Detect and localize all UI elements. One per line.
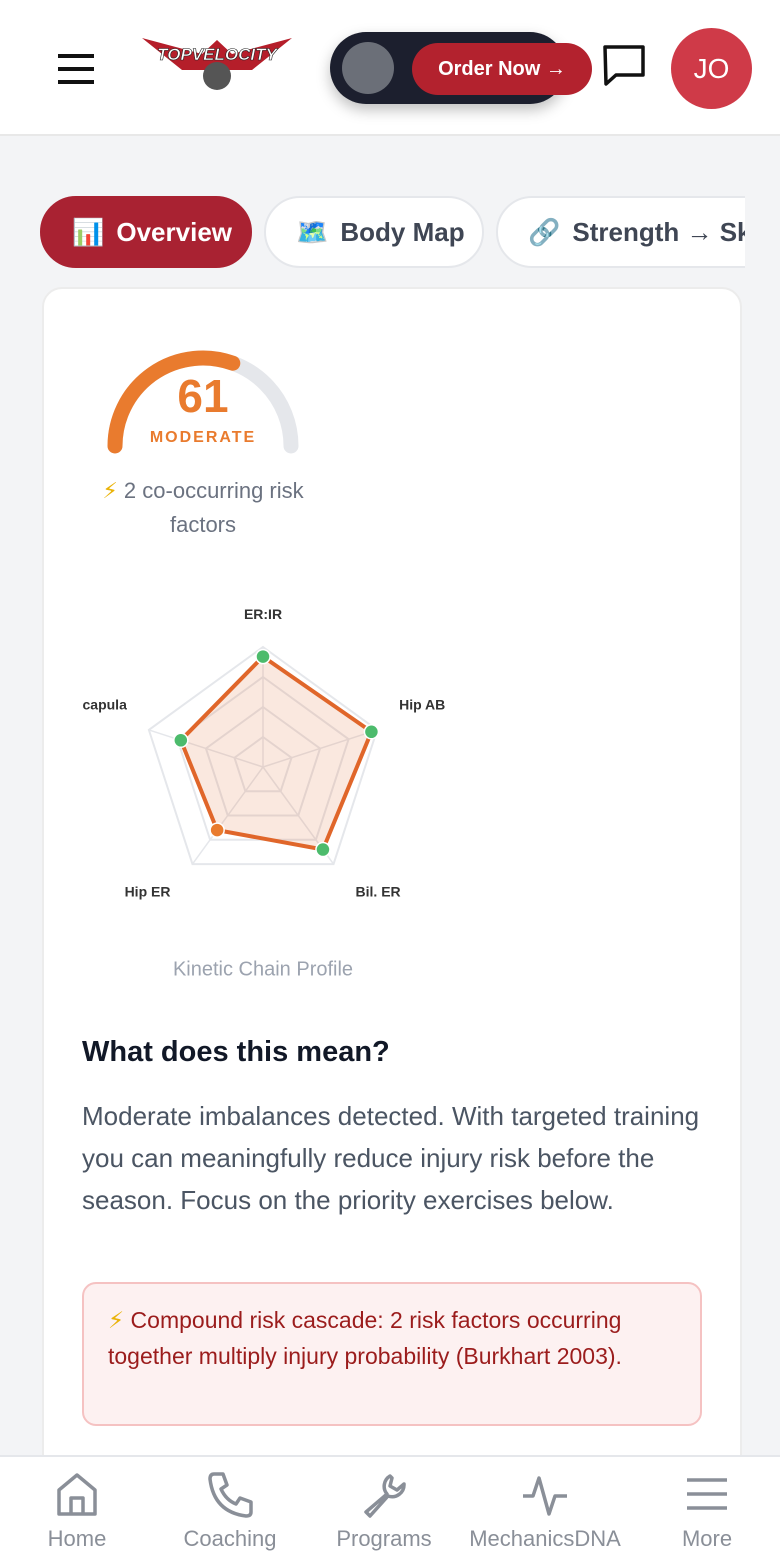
radar-chart: ER:IR Hip AB Bil. ER Hip ER Scapula Kinetic C…	[82, 606, 445, 980]
grid-ring	[204, 705, 322, 817]
pulse-icon	[523, 1476, 567, 1516]
tab-bar: 📊 Overview 🗺️ Body Map 🔗 Strength → Ski	[0, 180, 745, 280]
logo[interactable]: TOPVELOCITY	[142, 30, 292, 94]
grid-ring	[147, 645, 379, 866]
spoke	[148, 729, 264, 768]
chat-icon[interactable]	[602, 44, 646, 88]
tab-label: Strength → Ski	[572, 216, 745, 247]
radar-caption: Kinetic Chain Profile	[173, 958, 353, 980]
gauge-value: 61	[177, 370, 228, 422]
nav-item[interactable]: MechanicsDNA	[465, 1470, 625, 1552]
risk-gauge: 61 MODERATE	[107, 350, 299, 454]
tab-icon: 🗺️	[296, 216, 329, 247]
axis-label: Hip AB	[399, 697, 445, 713]
gauge-label: MODERATE	[150, 429, 256, 446]
alert: ⚡ Compound risk cascade: 2 risk factors …	[82, 1282, 702, 1426]
order-button[interactable]: Order Now →	[412, 43, 592, 95]
home-icon	[57, 1473, 97, 1516]
axis-label: Hip ER	[125, 884, 171, 900]
header: TOPVELOCITY Order Now → JO	[0, 0, 780, 136]
radar-point	[363, 724, 380, 740]
explanation: Moderate imbalances detected. With targe…	[82, 1101, 700, 1215]
tab-icon: 📊	[72, 216, 105, 247]
nav-label: Programs	[336, 1526, 432, 1551]
tab[interactable]: 🗺️ Body Map	[264, 196, 484, 268]
nav-item[interactable]: Programs	[304, 1470, 464, 1552]
axis-label: Scapula	[82, 697, 127, 713]
alert-text: Compound risk cascade: 2 risk factors oc…	[108, 1307, 622, 1369]
radar-area	[178, 654, 374, 852]
menu-icon[interactable]	[56, 52, 96, 86]
product-thumb	[342, 42, 394, 94]
radar-point	[173, 732, 189, 749]
tab-label: Overview	[116, 216, 233, 247]
bolt-icon: ⚡	[108, 1307, 125, 1333]
grid-ring	[233, 735, 293, 793]
axis-label: ER:IR	[244, 606, 282, 622]
tab-label: Body Map	[340, 216, 465, 247]
tab[interactable]: 📊 Overview	[40, 196, 252, 268]
gauge-value-arc	[107, 350, 241, 454]
axis-label: Bil. ER	[356, 884, 401, 900]
logo-text: TOPVELOCITY	[157, 45, 278, 64]
nav-label: Coaching	[183, 1526, 277, 1551]
radar-point	[209, 822, 225, 838]
nav-label: Home	[47, 1526, 107, 1551]
tab[interactable]: 🔗 Strength → Ski	[496, 196, 745, 268]
nav-label: MechanicsDNA	[469, 1526, 621, 1551]
spoke	[262, 729, 378, 768]
phone-icon	[208, 1472, 253, 1518]
heading: What does this mean?	[82, 1036, 390, 1068]
bolt-icon: ⚡	[102, 478, 118, 503]
bottom-nav	[0, 1455, 780, 1560]
nav-item[interactable]: More	[627, 1470, 780, 1552]
nav-label: More	[681, 1526, 733, 1551]
radar-point	[255, 648, 271, 665]
avatar[interactable]: JO	[671, 28, 752, 109]
wrench-icon	[364, 1474, 406, 1518]
spoke	[191, 766, 264, 865]
radar-point	[315, 841, 331, 858]
nav-item[interactable]: Home	[0, 1470, 157, 1552]
tab-icon: 🔗	[528, 216, 561, 247]
risk-summary-text: 2 co-occurring risk factors	[123, 478, 304, 537]
risk-summary: ⚡ 2 co-occurring risk factors	[82, 474, 324, 542]
more-icon	[687, 1478, 727, 1510]
nav-item[interactable]: Coaching	[150, 1470, 310, 1552]
